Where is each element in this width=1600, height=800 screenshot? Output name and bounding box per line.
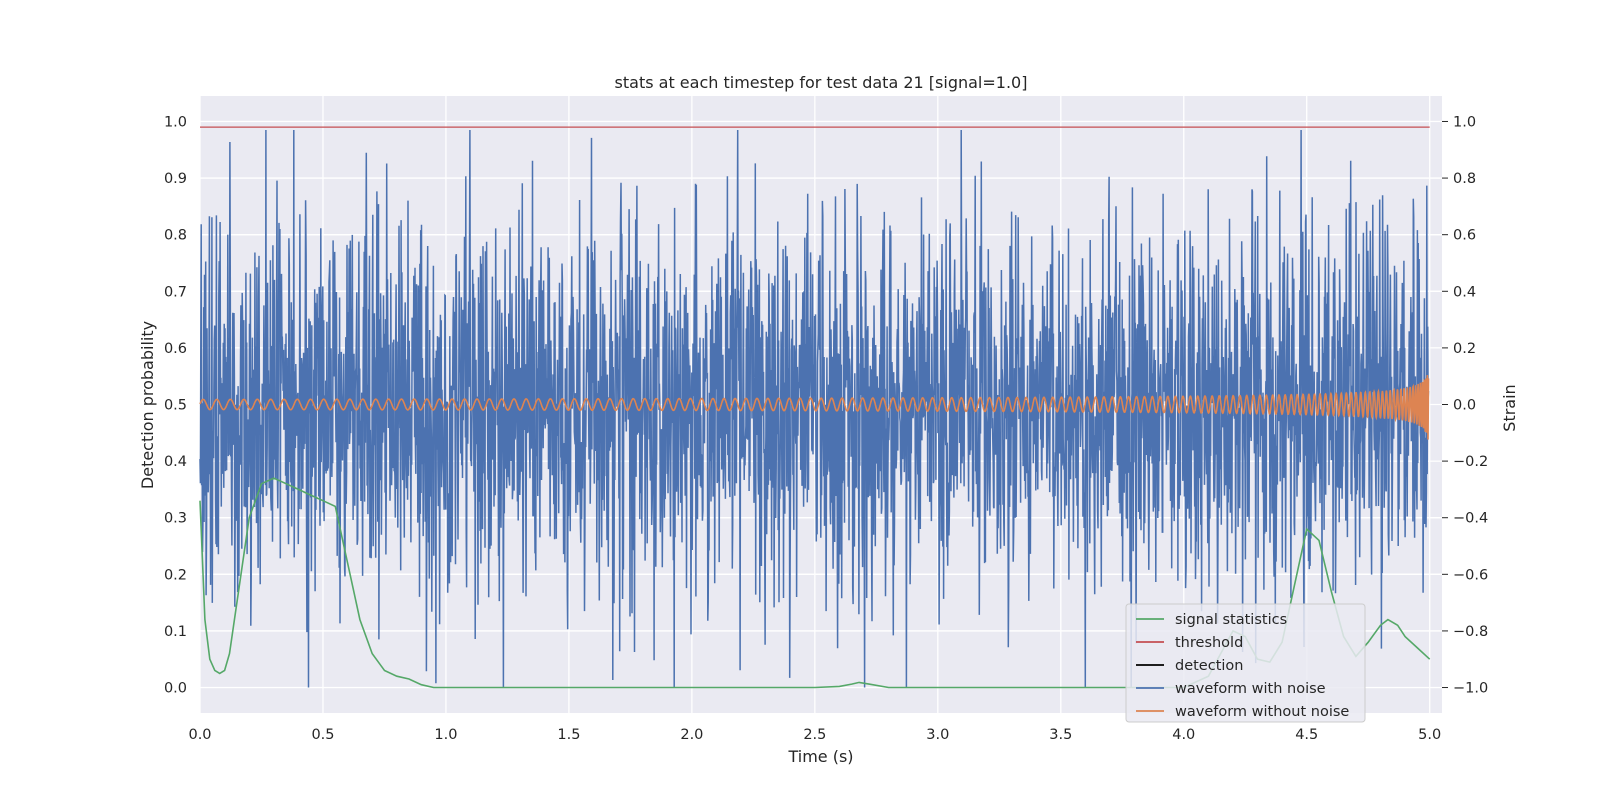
y-tick-label: 0.9	[164, 171, 187, 187]
legend: signal statistics threshold detection wavef…	[1125, 603, 1366, 723]
y-tick-label: 0.6	[164, 341, 187, 357]
x-tick-label: 3.5	[1049, 727, 1072, 743]
legend-label-waveform-with-noise: waveform with noise	[1175, 681, 1326, 697]
y-tick-label: 0.1	[164, 624, 187, 640]
y-tick-label: 0.4	[164, 454, 187, 470]
series-line-signal-statistics	[199, 477, 1431, 689]
y2-tick-label: −0.2	[1453, 454, 1488, 470]
x-tick-label: 2.0	[680, 727, 703, 743]
y2-tick-label: 1.0	[1453, 114, 1476, 130]
x-axis-ticks: 0.0 0.5 1.0 1.5 2.0 2.5 3.0 3.5 4.0 4.5 5.0	[188, 727, 1441, 743]
y2-axis-ticks: −1.0 −0.8 −0.6 −0.4 −0.2 0.0 0.2 0.4 0.6 0.8 1.0	[1442, 114, 1488, 697]
x-tick-label: 1.5	[557, 727, 580, 743]
x-axis-label: Time (s)	[787, 747, 853, 766]
x-tick-label: 3.0	[926, 727, 949, 743]
y2-tick-label: 0.0	[1453, 398, 1476, 414]
y-tick-label: 0.8	[164, 228, 187, 244]
y2-tick-label: −0.6	[1453, 567, 1488, 583]
y-tick-label: 0.2	[164, 567, 187, 583]
y-axis-label: Detection probability	[138, 321, 157, 489]
x-tick-label: 5.0	[1418, 727, 1441, 743]
legend-label-signal-statistics: signal statistics	[1175, 612, 1287, 628]
series-layer	[199, 126, 1431, 689]
legend-label-detection: detection	[1175, 658, 1243, 674]
y2-tick-label: −0.8	[1453, 624, 1488, 640]
legend-label-waveform-without-noise: waveform without noise	[1175, 704, 1349, 720]
x-tick-label: 4.0	[1172, 727, 1195, 743]
y2-tick-label: −0.4	[1453, 511, 1488, 527]
y-tick-label: 0.5	[164, 398, 187, 414]
legend-box	[1125, 603, 1366, 723]
x-tick-label: 1.0	[434, 727, 457, 743]
y2-tick-label: 0.6	[1453, 228, 1476, 244]
series-line-waveform-with-noise	[199, 129, 1430, 688]
y2-tick-label: 0.2	[1453, 341, 1476, 357]
y-tick-label: 1.0	[164, 114, 187, 130]
y-axis-ticks: 0.0 0.1 0.2 0.3 0.4 0.5 0.6 0.7 0.8 0.9 1.0	[164, 114, 187, 696]
chart-title: stats at each timestep for test data 21 …	[615, 73, 1028, 92]
x-tick-label: 4.5	[1295, 727, 1318, 743]
y-tick-label: 0.3	[164, 511, 187, 527]
y2-tick-label: −1.0	[1453, 681, 1488, 697]
y-tick-label: 0.0	[164, 681, 187, 697]
legend-label-threshold: threshold	[1175, 635, 1243, 651]
series-line-waveform-without-noise	[199, 375, 1430, 440]
y2-tick-label: 0.4	[1453, 284, 1476, 300]
y2-tick-label: 0.8	[1453, 171, 1476, 187]
y-tick-label: 0.7	[164, 284, 187, 300]
x-tick-label: 0.5	[311, 727, 334, 743]
y2-axis-label: Strain	[1500, 384, 1519, 431]
x-tick-label: 0.0	[188, 727, 211, 743]
x-tick-label: 2.5	[803, 727, 826, 743]
